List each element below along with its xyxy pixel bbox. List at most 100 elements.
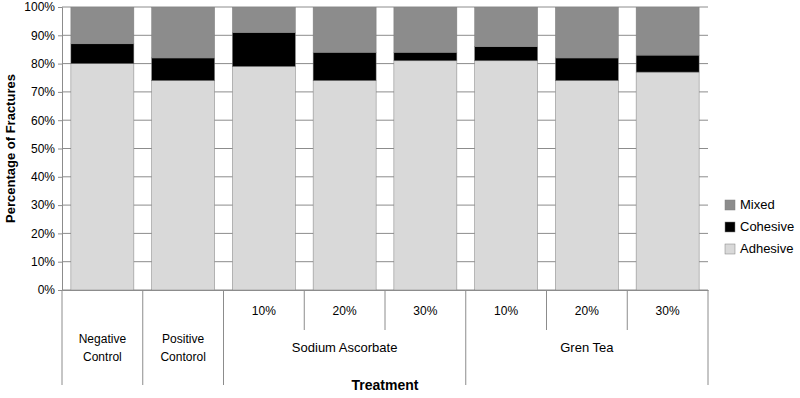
- grid: [62, 7, 708, 290]
- y-tick-mark: [58, 149, 62, 150]
- y-tick-label: 60%: [31, 114, 55, 128]
- x-axis-title: Treatment: [352, 377, 419, 393]
- y-tick-mark: [58, 205, 62, 206]
- x-tick-label: 20%: [575, 304, 599, 318]
- category-separators: [62, 290, 708, 385]
- separator: [304, 290, 305, 330]
- y-axis-title: Percentage of Fractures: [3, 74, 18, 223]
- y-tick: 70%: [31, 85, 62, 99]
- y-tick-mark: [58, 92, 62, 93]
- x-tick: 20%: [575, 290, 599, 318]
- series: [71, 61, 699, 290]
- y-tick: 60%: [31, 114, 62, 128]
- bar: [555, 81, 618, 290]
- y-tick: 10%: [31, 255, 62, 269]
- x-tick: 30%: [413, 290, 437, 318]
- separator: [62, 290, 63, 385]
- bar: [636, 55, 699, 72]
- x-tick-label: 20%: [333, 304, 357, 318]
- bar: [152, 7, 215, 58]
- y-tick-label: 100%: [24, 0, 55, 14]
- legend-swatch: [725, 244, 735, 254]
- y-tick: 80%: [31, 57, 62, 71]
- x-tick-label: 30%: [656, 304, 680, 318]
- y-tick-label: 70%: [31, 85, 55, 99]
- y-tick-label: 10%: [31, 255, 55, 269]
- y-tick-label: 50%: [31, 142, 55, 156]
- y-tick-label: 40%: [31, 170, 55, 184]
- legend: Mixed Cohesive Adhesive: [725, 197, 794, 256]
- y-tick: 40%: [31, 170, 62, 184]
- legend-swatch: [725, 200, 735, 210]
- bar: [71, 7, 134, 44]
- separator: [223, 290, 224, 385]
- bar: [636, 7, 699, 55]
- y-tick-label: 80%: [31, 57, 55, 71]
- bar: [232, 7, 295, 32]
- y-tick: 90%: [31, 29, 62, 43]
- series: [71, 7, 699, 58]
- x-tick: PositiveContorol: [160, 290, 205, 364]
- group-label: Gren Tea: [560, 340, 614, 355]
- y-tick: 20%: [31, 227, 62, 241]
- y-tick: 50%: [31, 142, 62, 156]
- bar: [636, 72, 699, 290]
- y-tick-mark: [58, 120, 62, 121]
- x-tick-label: 10%: [494, 304, 518, 318]
- legend-swatch: [725, 222, 735, 232]
- bar: [152, 58, 215, 81]
- y-axis-line: [58, 8, 63, 291]
- x-tick-label: NegativeControl: [79, 332, 127, 364]
- chart: 0% 10% 20% 30% 40% 50% 60% 70% 80% 90% 100% Negativ…: [0, 0, 800, 398]
- y-tick: 100%: [24, 0, 62, 14]
- x-axis: NegativeControl PositiveContorol 10% 20% 30%…: [63, 290, 709, 364]
- separator: [627, 290, 628, 330]
- separator: [708, 290, 709, 385]
- bar: [232, 32, 295, 66]
- separator: [142, 290, 143, 385]
- y-axis: 0% 10% 20% 30% 40% 50% 60% 70% 80% 90% 100%: [24, 0, 62, 297]
- x-tick: 30%: [656, 290, 680, 318]
- bar: [555, 58, 618, 81]
- y-tick: 0%: [38, 283, 62, 297]
- y-tick-label: 20%: [31, 227, 55, 241]
- y-tick-label: 0%: [38, 283, 56, 297]
- bar: [394, 52, 457, 60]
- bar: [313, 7, 376, 52]
- x-tick: NegativeControl: [79, 290, 127, 364]
- bar: [71, 44, 134, 64]
- separator: [385, 290, 386, 330]
- x-tick: 10%: [494, 290, 518, 318]
- bars: [71, 7, 699, 290]
- x-tick-label: 30%: [413, 304, 437, 318]
- bar: [475, 7, 538, 47]
- bar: [555, 7, 618, 58]
- bar: [313, 81, 376, 290]
- y-tick-mark: [58, 7, 62, 8]
- bar: [475, 61, 538, 290]
- bar: [475, 47, 538, 61]
- bar: [232, 66, 295, 290]
- group-label: Sodium Ascorbate: [292, 340, 398, 355]
- x-tick-label: PositiveContorol: [160, 332, 205, 364]
- legend-label: Adhesive: [740, 241, 793, 256]
- y-tick-mark: [58, 35, 62, 36]
- x-tick: 10%: [252, 290, 276, 318]
- bar: [152, 81, 215, 290]
- bar: [394, 7, 457, 52]
- bar: [71, 64, 134, 290]
- y-tick-label: 90%: [31, 29, 55, 43]
- legend-label: Mixed: [740, 197, 775, 212]
- x-tick-label: 10%: [252, 304, 276, 318]
- y-tick-mark: [58, 233, 62, 234]
- y-tick-label: 30%: [31, 198, 55, 212]
- separator: [465, 290, 466, 385]
- bar: [394, 61, 457, 290]
- legend-label: Cohesive: [740, 219, 794, 234]
- y-tick-mark: [58, 64, 62, 65]
- y-tick: 30%: [31, 198, 62, 212]
- y-tick-mark: [58, 177, 62, 178]
- y-tick-mark: [58, 262, 62, 263]
- group-labels: Sodium Ascorbate Gren Tea: [292, 340, 614, 355]
- x-tick: 20%: [333, 290, 357, 318]
